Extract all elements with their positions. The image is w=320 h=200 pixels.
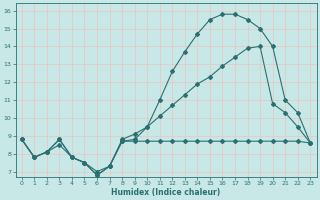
X-axis label: Humidex (Indice chaleur): Humidex (Indice chaleur) (111, 188, 221, 197)
